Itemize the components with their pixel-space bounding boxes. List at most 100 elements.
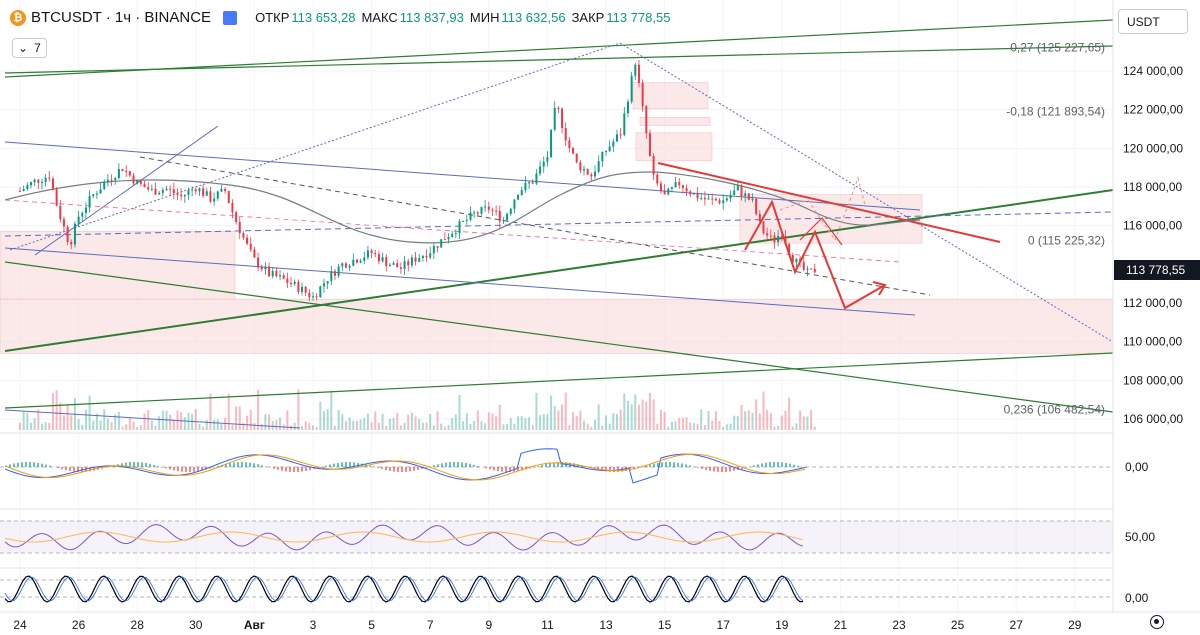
volume-bar — [586, 423, 589, 430]
x-tick-label: 13 — [599, 618, 613, 632]
volume-bar — [605, 415, 607, 430]
candle — [780, 235, 783, 237]
projection-arrows[interactable] — [744, 175, 887, 310]
candle — [29, 182, 32, 186]
candle — [260, 267, 263, 270]
candle — [257, 257, 260, 268]
candle — [92, 194, 95, 196]
volume-bar — [246, 415, 249, 430]
volume-bar — [436, 411, 439, 430]
volume-bar — [322, 411, 325, 430]
volume-bar — [597, 404, 600, 430]
candle — [601, 151, 604, 162]
volume-bar — [264, 414, 267, 430]
macd-histogram-bar — [165, 467, 167, 469]
volume-bar — [579, 410, 582, 430]
volume-bar — [132, 421, 135, 430]
macd-histogram-bar — [421, 467, 423, 469]
candle — [612, 141, 615, 147]
volume-bar — [84, 409, 87, 430]
macd-histogram-bar — [33, 462, 35, 467]
volume-bar — [594, 419, 597, 430]
macd-histogram-bar — [289, 467, 291, 472]
candle — [502, 220, 505, 222]
macd-histogram-bar — [425, 467, 427, 468]
candle — [121, 169, 124, 171]
currency-selector[interactable]: USDT — [1118, 9, 1188, 34]
price-zone — [639, 117, 711, 126]
volume-bar — [366, 413, 369, 430]
indicators-toggle[interactable]: ⌄ 7 — [12, 38, 47, 58]
candle — [19, 190, 21, 192]
candle — [535, 173, 538, 184]
candle — [22, 188, 25, 191]
macd-histogram-bar — [389, 467, 391, 471]
candle — [209, 191, 212, 202]
macd-histogram-bar — [245, 462, 247, 467]
volume-bar — [564, 392, 567, 430]
volume-bar — [751, 412, 754, 430]
pink-dashed — [4, 199, 901, 263]
volume-bar — [377, 422, 380, 430]
macd-histogram-bar — [281, 467, 283, 471]
descending-line — [4, 261, 1113, 413]
volume-bar — [692, 423, 695, 430]
candle — [44, 177, 47, 182]
volume-bar — [216, 419, 219, 430]
macd-histogram-bar — [417, 467, 419, 470]
candles[interactable] — [19, 59, 816, 302]
candle — [304, 286, 307, 293]
volume-bar — [202, 426, 205, 430]
channel-bottom-line — [4, 352, 1113, 409]
volume-bar — [758, 413, 761, 430]
volume-bar — [304, 421, 307, 430]
macd-histogram-bar — [153, 464, 155, 467]
candle — [766, 233, 769, 236]
volume-bar — [293, 422, 296, 430]
y-tick-label: 122 000,00 — [1123, 103, 1183, 117]
x-tick-label: 3 — [310, 618, 317, 632]
pane-axis-label: 0,00 — [1125, 460, 1149, 474]
volume-bar — [238, 406, 241, 430]
volume-bar — [51, 393, 54, 430]
macd-histogram-bar — [105, 467, 107, 468]
macd-histogram-bar — [177, 467, 179, 472]
macd-histogram-bar — [229, 463, 231, 467]
volume-bar — [575, 415, 578, 430]
macd-histogram-bar — [9, 464, 11, 467]
visibility-icon[interactable] — [223, 10, 238, 25]
candle — [158, 192, 161, 195]
candle — [337, 266, 340, 276]
symbol-title[interactable]: BTCUSDT · 1ч · BINANCE — [31, 9, 212, 26]
volume-bar — [634, 394, 637, 430]
settings-icon[interactable] — [1150, 615, 1164, 629]
fib-label: -0,18 (121 893,54) — [1006, 105, 1105, 119]
macd-histogram-bar — [69, 467, 71, 471]
trend-lines[interactable] — [4, 19, 1113, 429]
volume-bar — [363, 417, 366, 430]
candle — [700, 197, 703, 199]
volume-bar — [524, 417, 527, 430]
candle — [312, 296, 314, 298]
volume-bar — [407, 414, 410, 430]
candle — [722, 200, 725, 204]
price-zone — [0, 298, 1113, 354]
candle — [791, 254, 794, 263]
candle — [117, 169, 120, 179]
candle — [315, 296, 318, 298]
volume-bar — [271, 420, 274, 430]
candle — [388, 264, 391, 267]
x-tick-label: 25 — [951, 618, 965, 632]
candle — [176, 193, 179, 195]
volume-bar — [747, 410, 750, 430]
volume-bar — [608, 423, 611, 430]
candle — [714, 198, 717, 201]
candle — [429, 253, 432, 258]
candle — [73, 223, 76, 245]
macd-histogram-bar — [141, 462, 143, 467]
candle — [546, 157, 549, 162]
candle — [103, 182, 106, 190]
x-tick-label: 11 — [541, 618, 554, 632]
volume-bar — [725, 424, 728, 430]
